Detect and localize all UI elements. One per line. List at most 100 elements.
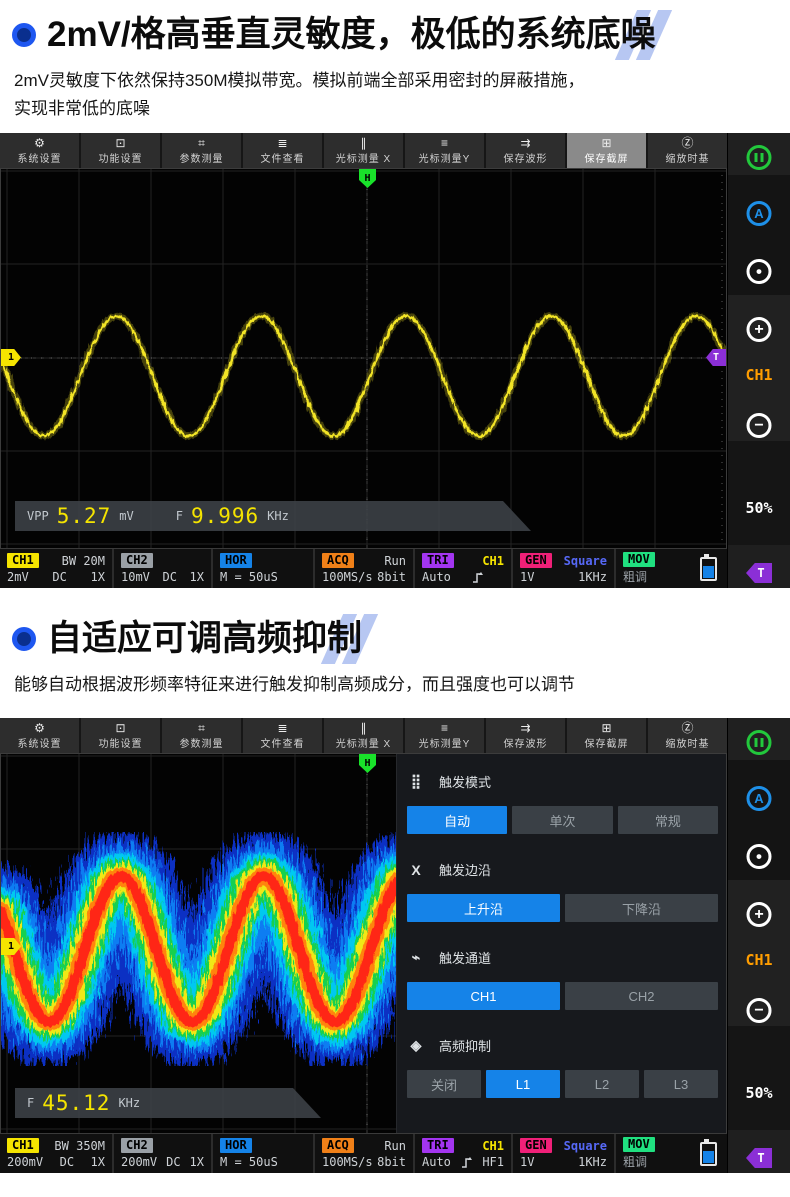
gen-badge[interactable]: GEN [520,553,552,568]
trigger-edge-rising[interactable]: 上升沿 [407,894,560,922]
intensity-percent[interactable]: 50% [745,1084,773,1102]
ch1-badge[interactable]: CH1 [7,553,39,568]
autoset-button[interactable]: A [746,786,772,811]
scope2-graticule [1,754,726,1133]
trigger-mode-single[interactable]: 单次 [512,806,613,834]
toolbar-zoom-timebase[interactable]: Ⓩ 缩放时基 [665,135,710,165]
files-icon: ≣ [277,135,288,150]
toolbar-function-settings[interactable]: ⊡ 功能设置 [81,718,162,753]
trigger-level-marker[interactable]: T [706,349,726,366]
toolbar-cursor-x[interactable]: ∥ 光标测量 X [324,718,405,753]
trigger-edge-section: X 触发边沿 上升沿 下降沿 [407,834,718,922]
screenshot-icon: ⊞ [601,135,612,150]
toolbar-system-settings[interactable]: ⚙ 系统设置 [0,718,81,753]
ch1-level-marker[interactable]: 1 [1,349,21,366]
trigger-channel-ch2[interactable]: CH2 [565,982,718,1010]
scale-down-button[interactable]: − [746,998,772,1023]
scope2-heatmap-waveform [1,833,473,1065]
hf-reject-l3[interactable]: L3 [644,1070,718,1098]
toolbar-parameter-measure[interactable]: ⌗ 参数测量 [162,133,243,168]
trigger-mode-normal[interactable]: 常规 [617,806,718,834]
section2-header: 自适应可调高频抑制 能够自动根据波形频率特征来进行触发抑制高频成分，而且强度也可… [0,588,790,718]
oscilloscope-screenshot-2: ⚙ 系统设置 ⊡ 功能设置 ⌗ 参数测量 ≣ 文件查看 ∥ 光标测量 X ≡ 光标测量Y ⇉… [0,718,790,1173]
toolbar-cursor-y[interactable]: ≡ 光标测量Y [405,718,486,753]
bullet-icon [12,627,36,651]
toolbar-function-settings[interactable]: ⊡ 功能设置 [81,133,162,168]
toolbar-save-screenshot[interactable]: ⊞ 保存截屏 [567,133,648,168]
ch1-badge[interactable]: CH1 [7,1138,39,1153]
auto-icon: A [746,786,772,811]
toolbar-parameter-measure[interactable]: ⌗ 参数测量 [162,718,243,753]
freq-value: 9.996 [190,504,260,528]
toolbar-file-view[interactable]: ≣ 文件查看 [243,133,324,168]
scale-down-button[interactable]: − [746,413,772,438]
hf-reject-l1[interactable]: L1 [486,1070,560,1098]
trigger-mode-auto[interactable]: 自动 [407,806,508,834]
pause-icon [746,145,772,170]
acq-badge[interactable]: ACQ [322,553,354,568]
status-horizontal: HOR M = 50uS [211,549,313,588]
subtitle-line: 实现非常低的底噪 [14,98,150,118]
probe-icon: ⌁ [411,949,421,965]
gen-badge[interactable]: GEN [520,1138,552,1153]
autoset-button[interactable]: A [746,201,772,226]
acq-badge[interactable]: ACQ [322,1138,354,1153]
minus-icon: − [746,413,772,438]
status-ch1: CH1 BW 350M 200mV DC 1X [7,1138,105,1169]
center-button[interactable]: • [746,259,772,284]
display-icon: ⊡ [115,720,126,735]
section-label: 触发通道 [439,951,492,966]
toolbar-file-view[interactable]: ≣ 文件查看 [243,718,324,753]
zoom-icon: Ⓩ [681,135,694,150]
scope1-graticule [1,169,726,548]
run-pause-button[interactable] [746,730,772,755]
trigger-edge-falling[interactable]: 下降沿 [565,894,718,922]
minus-icon: − [746,998,772,1023]
center-button[interactable]: • [746,844,772,869]
hor-badge[interactable]: HOR [220,1138,252,1153]
scope1-statusbar: CH1 BW 20M 2mV DC 1X CH2 10mV DC 1X HOR M = 5… [0,548,727,588]
scope1-toolbar: ⚙ 系统设置 ⊡ 功能设置 ⌗ 参数测量 ≣ 文件查看 ∥ 光标测量 X ≡ 光标测量Y ⇉… [0,133,727,168]
status-mov: MOV 粗调 [614,1134,690,1173]
trigger-channel-ch1[interactable]: CH1 [407,982,560,1010]
status-generator: GEN Square 1V 1KHz [511,549,614,588]
section1-subtitle: 2mV灵敏度下依然保持350M模拟带宽。模拟前端全部采用密封的屏蔽措施， 实现非… [14,67,790,122]
save-wave-icon: ⇉ [520,135,531,150]
tri-badge[interactable]: TRI [422,553,454,568]
hf-reject-off[interactable]: 关闭 [407,1070,481,1098]
status-battery [690,549,727,588]
trigger-menu-button[interactable]: T [746,1148,772,1168]
trigger-menu-button[interactable]: T [746,563,772,583]
rising-edge-icon [462,1156,473,1168]
hf-reject-l2[interactable]: L2 [565,1070,639,1098]
active-channel-label[interactable]: CH1 [745,951,773,969]
mov-badge[interactable]: MOV [623,552,655,567]
active-channel-label[interactable]: CH1 [745,366,773,384]
cursor-x-icon: ∥ [360,720,367,735]
ch2-badge[interactable]: CH2 [121,1138,153,1153]
measurement-readout: VPP 5.27 mV F 9.996 KHz [15,501,531,531]
toolbar-save-screenshot[interactable]: ⊞ 保存截屏 [567,718,648,753]
section1-header: 2mV/格高垂直灵敏度，极低的系统底噪 2mV灵敏度下依然保持350M模拟带宽。… [0,0,790,133]
hor-badge[interactable]: HOR [220,553,252,568]
intensity-percent[interactable]: 50% [745,499,773,517]
status-acquire: ACQ Run 100MS/s 8bit [313,549,413,588]
cursor-y-icon: ≡ [440,135,448,150]
horizontal-trigger-position-marker[interactable]: H [359,169,376,188]
toolbar-save-waveform[interactable]: ⇉ 保存波形 [486,133,567,168]
tri-badge[interactable]: TRI [422,1138,454,1153]
toolbar-save-waveform[interactable]: ⇉ 保存波形 [486,718,567,753]
run-pause-button[interactable] [746,145,772,170]
mov-badge[interactable]: MOV [623,1137,655,1152]
scale-up-button[interactable]: + [746,317,772,342]
scale-up-button[interactable]: + [746,902,772,927]
toolbar-zoom-timebase[interactable]: Ⓩ 缩放时基 [665,720,710,750]
ch1-level-marker[interactable]: 1 [1,938,21,955]
toolbar-cursor-x[interactable]: ∥ 光标测量 X [324,133,405,168]
grid-icon: ⣿ [410,773,422,789]
horizontal-trigger-position-marker[interactable]: H [359,754,376,773]
toolbar-cursor-y[interactable]: ≡ 光标测量Y [405,133,486,168]
toolbar-system-settings[interactable]: ⚙ 系统设置 [0,133,81,168]
ch2-badge[interactable]: CH2 [121,553,153,568]
